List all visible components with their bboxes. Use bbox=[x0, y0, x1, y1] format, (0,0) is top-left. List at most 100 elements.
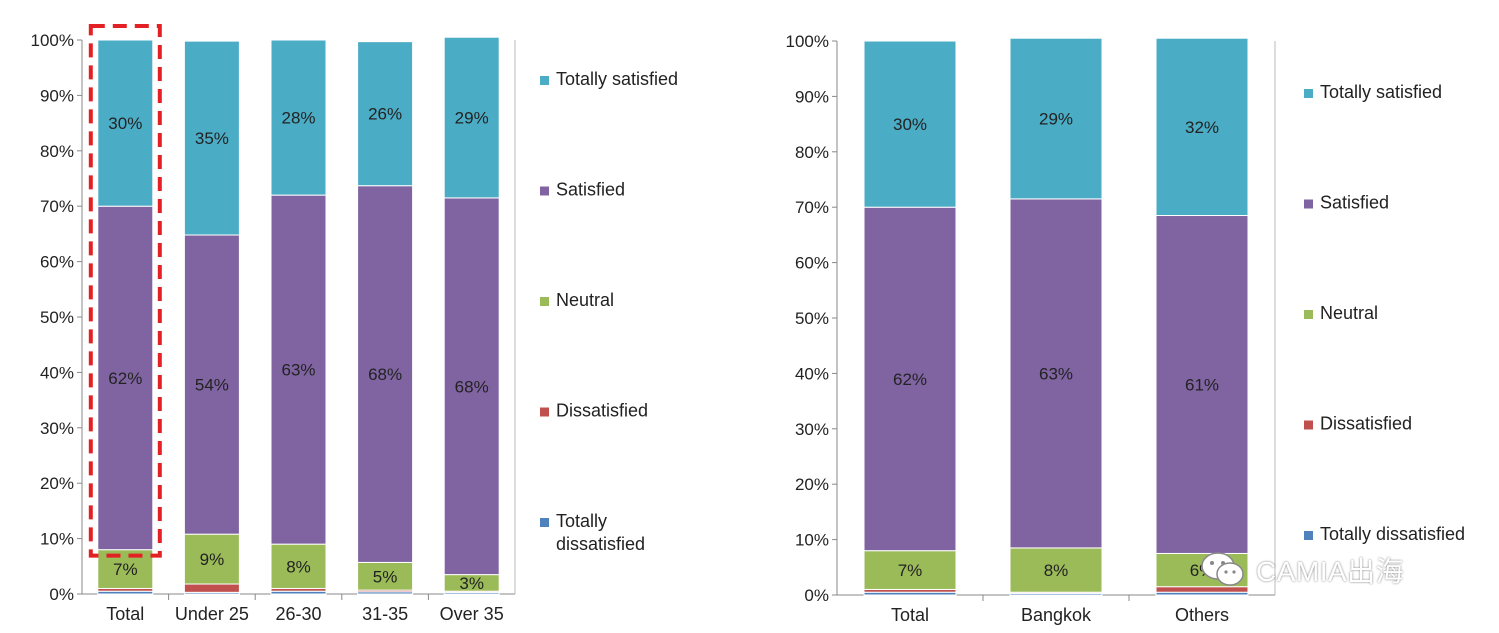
chart-age-groups-y-tick-label: 60% bbox=[40, 253, 74, 272]
chart-regions-legend-swatch-neutral bbox=[1304, 310, 1313, 319]
chart-age-groups-data-label: 29% bbox=[455, 109, 489, 128]
chart-age-groups-data-label: 28% bbox=[281, 109, 315, 128]
chart-age-groups-highlight-box bbox=[88, 24, 162, 558]
chart-age-groups-legend-swatch-neutral bbox=[540, 297, 549, 306]
chart-age-groups-bar-neutral-31-35 bbox=[357, 561, 414, 591]
chart-age-groups-legend-swatch-totally-satisfied bbox=[540, 76, 549, 85]
chart-age-groups-svg: 0% 10% 20% 30% 40% 50% 60% 70% 80% 90% 100% 7% 62% 30… bbox=[31, 24, 678, 624]
chart-age-groups-bar-neutral-26-30 bbox=[270, 543, 327, 589]
chart-age-groups: 0% 10% 20% 30% 40% 50% 60% 70% 80% 90% 100% 7% 62% 30… bbox=[0, 0, 720, 633]
chart-age-groups-bar-dissatisfied-under-25 bbox=[183, 583, 240, 593]
chart-regions-bar-totally-satisfied-others bbox=[1155, 37, 1249, 217]
chart-regions-data-label: 62% bbox=[893, 370, 927, 389]
chart-regions-data-label: 61% bbox=[1185, 375, 1219, 394]
chart-regions: 0% 10% 20% 30% 40% 50% 60% 70% 80% 90% 100% 7% 62% 30… bbox=[740, 0, 1499, 633]
chart-regions-data-label: 29% bbox=[1039, 110, 1073, 129]
chart-age-groups-bar-totally-satisfied-31-35 bbox=[357, 41, 414, 187]
chart-age-groups-y-tick-label: 70% bbox=[40, 197, 74, 216]
chart-age-groups-bar-totally-satisfied-26-30 bbox=[270, 39, 327, 196]
chart-age-groups-x-tick-label: 31-35 bbox=[362, 604, 408, 624]
chart-age-groups-y-tick-label: 30% bbox=[40, 419, 74, 438]
chart-age-groups-x-tick-label: Total bbox=[106, 604, 144, 624]
chart-regions-data-label: 30% bbox=[893, 115, 927, 134]
chart-regions-legend-label: Dissatisfied bbox=[1320, 414, 1412, 434]
chart-regions-y-tick-label: 60% bbox=[795, 254, 829, 273]
chart-regions-bar-satisfied-bangkok bbox=[1009, 198, 1103, 549]
chart-regions-y-tick-label: 100% bbox=[786, 32, 829, 51]
chart-age-groups-data-label: 8% bbox=[286, 557, 311, 576]
chart-regions-legend-label: Neutral bbox=[1320, 303, 1378, 323]
chart-age-groups-data-label: 5% bbox=[373, 567, 398, 586]
chart-age-groups-bar-satisfied-total bbox=[97, 205, 154, 551]
chart-age-groups-bar-neutral-under-25 bbox=[183, 533, 240, 585]
chart-age-groups-data-label: 54% bbox=[195, 376, 229, 395]
chart-regions-legend-swatch-satisfied bbox=[1304, 199, 1313, 209]
chart-regions-legend-label: Totally dissatisfied bbox=[1320, 524, 1465, 544]
chart-age-groups-bar-satisfied-26-30 bbox=[270, 194, 327, 545]
chart-regions-y-tick-label: 80% bbox=[795, 143, 829, 162]
chart-age-groups-data-label: 7% bbox=[113, 560, 138, 579]
chart-regions-data-label: 32% bbox=[1185, 118, 1219, 137]
chart-regions-legend-swatch-totally-satisfied bbox=[1304, 89, 1313, 98]
chart-age-groups-y-tick-label: 20% bbox=[40, 474, 74, 493]
chart-age-groups-y-tick-label: 80% bbox=[40, 142, 74, 161]
chart-age-groups-data-label: 30% bbox=[108, 114, 142, 133]
chart-age-groups-x-tick-label: Over 35 bbox=[440, 604, 504, 624]
watermark-text: CAMIA出海 bbox=[1256, 556, 1405, 587]
chart-age-groups-legend-label: Neutral bbox=[556, 290, 614, 310]
chart-age-groups-y-tick-label: 50% bbox=[40, 308, 74, 327]
chart-regions-y-tick-label: 70% bbox=[795, 198, 829, 217]
chart-age-groups-legend-swatch-dissatisfied bbox=[540, 407, 549, 417]
chart-regions-data-label: 63% bbox=[1039, 364, 1073, 383]
chart-age-groups-legend-label: Satisfied bbox=[556, 180, 625, 200]
chart-regions-legend-label: Totally satisfied bbox=[1320, 82, 1442, 102]
chart-regions-y-tick-label: 30% bbox=[795, 420, 829, 439]
chart-regions-data-label: 7% bbox=[898, 561, 923, 580]
chart-age-groups-data-label: 26% bbox=[368, 105, 402, 124]
chart-age-groups-bar-totally-satisfied-over-35 bbox=[443, 36, 500, 199]
watermark: CAMIA出海 bbox=[1200, 548, 1404, 592]
wechat-icon bbox=[1201, 552, 1244, 586]
chart-age-groups-y-tick-label: 90% bbox=[40, 86, 74, 105]
chart-age-groups-y-tick-label: 100% bbox=[31, 31, 74, 50]
chart-age-groups-data-label: 35% bbox=[195, 129, 229, 148]
chart-age-groups-data-label: 68% bbox=[368, 365, 402, 384]
chart-age-groups-bar-totally-satisfied-under-25 bbox=[183, 40, 240, 236]
chart-regions-x-tick-label: Bangkok bbox=[1021, 605, 1092, 625]
chart-age-groups-legend-label: Totally satisfied bbox=[556, 69, 678, 89]
chart-age-groups-bar-satisfied-31-35 bbox=[357, 185, 414, 563]
chart-age-groups-y-tick-label: 0% bbox=[49, 585, 74, 604]
chart-age-groups-legend-label: dissatisfied bbox=[556, 534, 645, 554]
chart-age-groups-bar-satisfied-under-25 bbox=[183, 234, 240, 535]
chart-regions-x-tick-label: Others bbox=[1175, 605, 1229, 625]
chart-regions-bar-totally-satisfied-total bbox=[863, 40, 957, 208]
chart-age-groups-x-tick-label: 26-30 bbox=[275, 604, 321, 624]
chart-regions-x-tick-label: Total bbox=[891, 605, 929, 625]
chart-regions-legend-swatch-totally-dissatisfied bbox=[1304, 531, 1313, 540]
chart-regions-legend-swatch-dissatisfied bbox=[1304, 420, 1313, 430]
chart-age-groups-data-label: 63% bbox=[281, 361, 315, 380]
chart-regions-bar-totally-satisfied-bangkok bbox=[1009, 37, 1103, 200]
chart-age-groups-bar-totally-satisfied-total bbox=[97, 39, 154, 207]
chart-age-groups-y-tick-label: 40% bbox=[40, 363, 74, 382]
chart-age-groups-data-label: 62% bbox=[108, 369, 142, 388]
chart-regions-bar-neutral-total bbox=[863, 550, 957, 590]
chart-regions-bar-satisfied-others bbox=[1155, 215, 1249, 554]
chart-regions-bar-neutral-bangkok bbox=[1009, 547, 1103, 593]
chart-age-groups-legend-label: Dissatisfied bbox=[556, 401, 648, 421]
chart-age-groups-legend-swatch-totally-dissatisfied bbox=[540, 518, 549, 527]
chart-regions-y-tick-label: 10% bbox=[795, 531, 829, 550]
chart-regions-y-tick-label: 50% bbox=[795, 309, 829, 328]
chart-regions-data-label: 8% bbox=[1044, 561, 1069, 580]
chart-regions-y-tick-label: 20% bbox=[795, 475, 829, 494]
chart-age-groups-data-label: 68% bbox=[455, 377, 489, 396]
chart-regions-svg: 0% 10% 20% 30% 40% 50% 60% 70% 80% 90% 100% 7% 62% 30… bbox=[786, 32, 1466, 625]
chart-regions-y-tick-label: 40% bbox=[795, 364, 829, 383]
chart-regions-y-tick-label: 0% bbox=[804, 586, 829, 605]
chart-age-groups-y-tick-label: 10% bbox=[40, 530, 74, 549]
chart-regions-legend-label: Satisfied bbox=[1320, 193, 1389, 213]
chart-regions-y-tick-label: 90% bbox=[795, 87, 829, 106]
chart-age-groups-legend-swatch-satisfied bbox=[540, 186, 549, 196]
chart-age-groups-legend-label: Totally bbox=[556, 511, 607, 531]
chart-age-groups-data-label: 3% bbox=[459, 574, 484, 593]
